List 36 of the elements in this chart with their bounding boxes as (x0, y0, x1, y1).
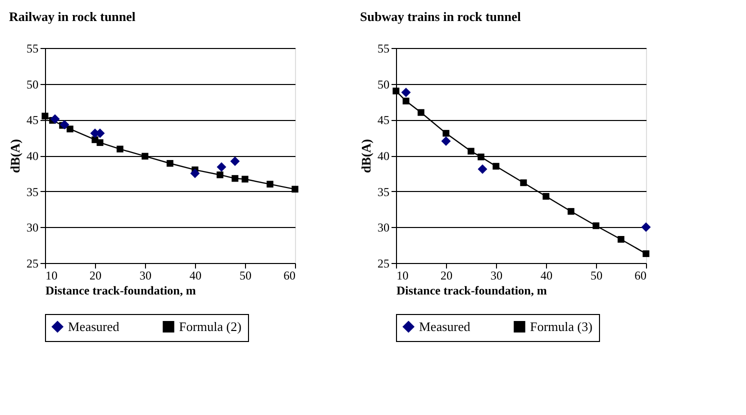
x-tick-label: 20 (440, 268, 452, 282)
x-axis-title: Distance track-foundation, m (396, 284, 547, 298)
x-tick-label: 60 (634, 268, 646, 282)
y-tick-label: 35 (378, 184, 390, 199)
x-tick-label: 40 (540, 268, 552, 282)
x-tick-label: 10 (396, 268, 408, 282)
x-tick-label: 10 (46, 268, 58, 282)
legend-label: Formula (2) (179, 318, 242, 334)
y-tick-label: 25 (26, 256, 38, 270)
x-tick-label: 20 (90, 268, 102, 282)
x-tick-label: 50 (590, 268, 602, 282)
y-tick-label: 40 (26, 149, 38, 163)
y-tick-label: 30 (26, 220, 38, 235)
legend-label: Formula (3) (530, 318, 592, 334)
x-tick-label: 60 (284, 268, 296, 282)
y-tick-label: 45 (378, 113, 390, 128)
legend-label: Measured (68, 318, 120, 334)
x-tick-label: 30 (140, 268, 152, 282)
y-tick-label: 30 (378, 220, 390, 235)
y-tick-label: 35 (26, 184, 38, 199)
y-tick-label: 45 (26, 113, 38, 128)
y-axis-title: dB(A) (8, 139, 22, 173)
chart-title: Railway in rock tunnel (9, 9, 136, 24)
y-tick-label: 50 (26, 77, 38, 92)
y-axis-title: dB(A) (358, 139, 374, 173)
x-axis-title: Distance track-foundation, m (46, 284, 196, 298)
y-tick-label: 55 (378, 42, 390, 56)
y-tick-label: 50 (378, 77, 390, 92)
x-tick-label: 30 (490, 268, 502, 282)
y-tick-label: 55 (26, 42, 38, 56)
x-tick-label: 40 (190, 268, 202, 282)
legend-label: Measured (419, 318, 471, 334)
x-tick-label: 50 (240, 268, 252, 282)
y-tick-label: 40 (378, 149, 390, 163)
y-tick-label: 25 (378, 256, 390, 270)
chart-title: Subway trains in rock tunnel (360, 9, 522, 24)
